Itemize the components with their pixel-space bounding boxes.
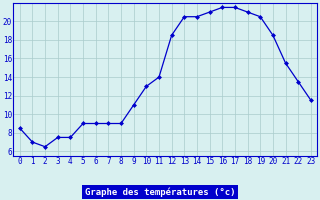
Text: Graphe des températures (°c): Graphe des températures (°c) (85, 187, 235, 197)
